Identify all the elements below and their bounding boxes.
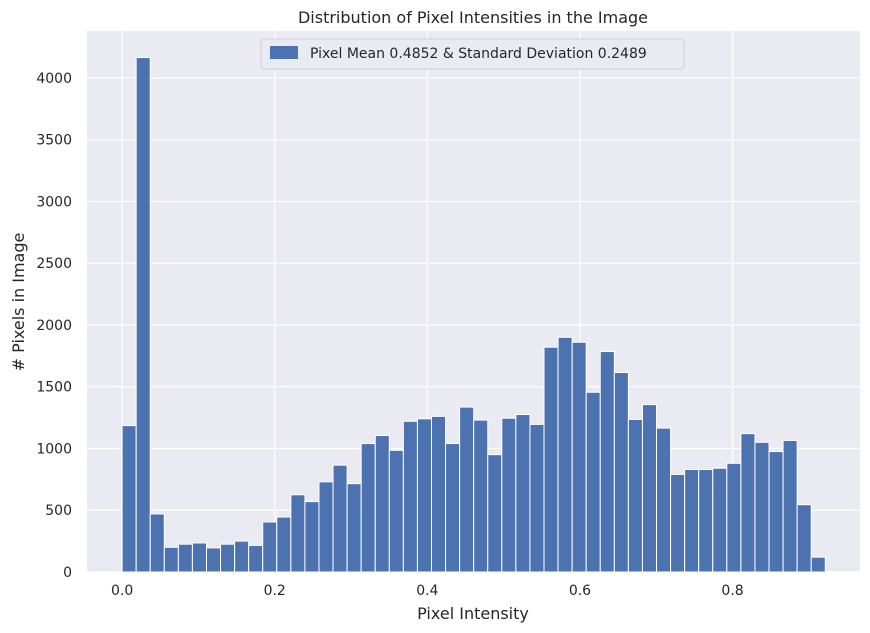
histogram-bar [304, 501, 320, 573]
x-tick-labels: 0.0 0.2 0.4 0.6 0.8 [111, 583, 744, 599]
histogram-bar [149, 513, 165, 573]
histogram-bar [684, 468, 700, 573]
legend-label: Pixel Mean 0.4852 & Standard Deviation 0… [310, 46, 647, 62]
histogram-bar [191, 542, 207, 573]
histogram-bar [557, 336, 573, 573]
histogram-bar [346, 483, 362, 573]
y-tick-label: 1500 [36, 380, 72, 396]
histogram-bar [205, 547, 222, 573]
histogram-bar [754, 441, 770, 573]
y-tick-labels: 0 500 1000 1500 2000 2500 3000 3500 4000 [36, 71, 72, 581]
histogram-bar [431, 415, 447, 573]
histogram-bar [810, 556, 826, 573]
histogram-bar [234, 540, 250, 573]
histogram-bar [670, 473, 686, 573]
x-tick-label: 0.2 [264, 583, 286, 599]
histogram-bar [276, 516, 292, 573]
histogram-bar [782, 439, 798, 573]
histogram-bar [135, 57, 151, 573]
histogram-bar [768, 451, 784, 573]
y-tick-label: 4000 [36, 71, 72, 87]
histogram-bar [473, 419, 489, 573]
histogram-bar [459, 406, 475, 573]
histogram-bar [796, 504, 812, 573]
histogram-bar [487, 454, 503, 573]
histogram-bar [501, 417, 517, 573]
histogram-bar [332, 464, 348, 573]
histogram-bar [571, 341, 587, 573]
histogram-bar [740, 433, 756, 573]
histogram-bar [248, 544, 264, 573]
y-tick-label: 3500 [36, 133, 72, 149]
histogram-bar [515, 414, 531, 573]
histogram-bar [220, 543, 236, 573]
y-tick-label: 0 [63, 565, 72, 581]
histogram-bars [121, 57, 826, 573]
histogram-bar [374, 435, 390, 573]
x-tick-label: 0.6 [569, 583, 591, 599]
histogram-bar [290, 494, 306, 573]
x-tick-label: 0.8 [721, 583, 743, 599]
y-tick-label: 500 [45, 503, 72, 519]
histogram-bar [627, 418, 643, 573]
histogram-bar [402, 420, 418, 573]
chart-title: Distribution of Pixel Intensities in the… [298, 8, 648, 27]
histogram-bar [613, 372, 629, 573]
histogram-bar [177, 543, 193, 573]
histogram-bar [585, 391, 601, 573]
histogram-bar [712, 467, 728, 573]
histogram-bar [121, 425, 137, 573]
histogram-bar [698, 468, 714, 573]
histogram-bar [388, 449, 404, 573]
histogram-bar [599, 351, 615, 573]
y-tick-label: 2500 [36, 256, 72, 272]
legend-swatch [270, 46, 298, 59]
histogram-bar [360, 443, 376, 573]
y-tick-label: 2000 [36, 318, 72, 334]
histogram-bar [529, 423, 545, 573]
grid-lines [87, 31, 860, 573]
x-tick-label: 0.4 [416, 583, 438, 599]
histogram-bar [543, 346, 559, 573]
y-tick-label: 1000 [36, 441, 72, 457]
histogram-bar [726, 462, 742, 573]
histogram-bar [163, 546, 179, 573]
histogram-bar [318, 481, 334, 573]
histogram-bar [445, 443, 461, 573]
y-tick-label: 3000 [36, 194, 72, 210]
histogram-bar [262, 521, 278, 573]
x-tick-label: 0.0 [111, 583, 133, 599]
legend: Pixel Mean 0.4852 & Standard Deviation 0… [260, 38, 685, 70]
y-axis-label: # Pixels in Image [9, 233, 28, 372]
x-axis-label: Pixel Intensity [417, 604, 529, 623]
legend-box [260, 38, 685, 70]
histogram-bar [656, 427, 672, 573]
histogram-bar [641, 404, 658, 573]
histogram-bar [416, 418, 433, 573]
